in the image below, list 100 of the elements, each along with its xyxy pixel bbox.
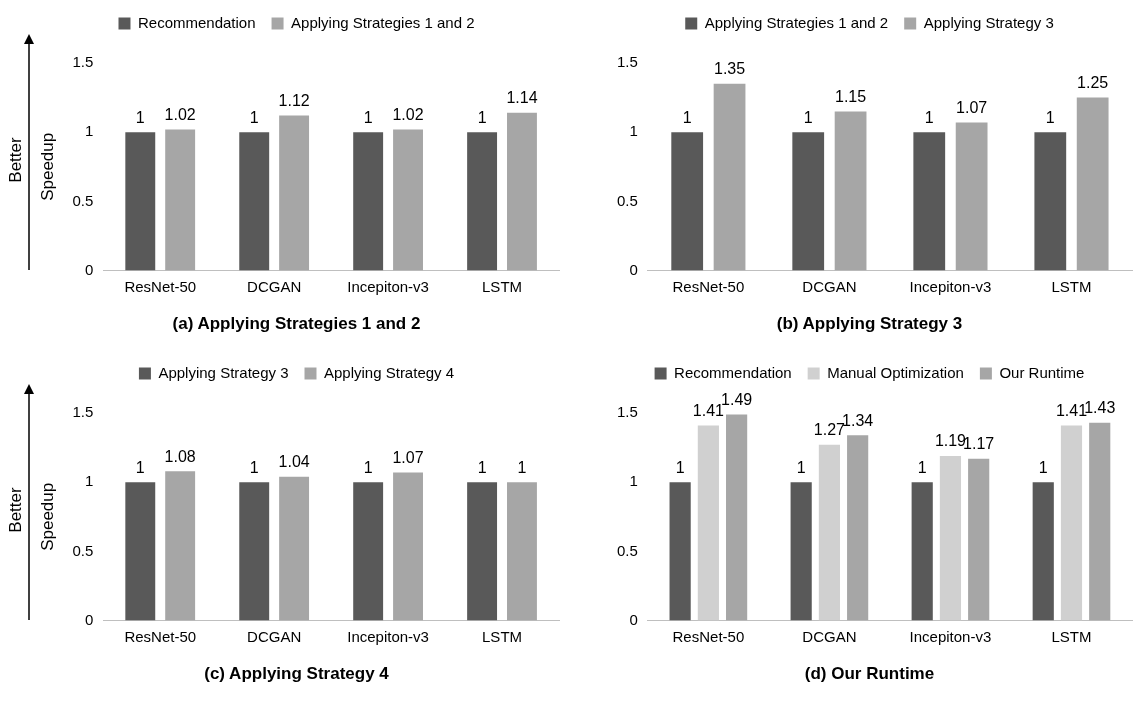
bar [834, 111, 867, 271]
data-label: 1.35 [713, 60, 746, 78]
bar [1032, 482, 1054, 621]
bar [955, 122, 988, 271]
bar [353, 482, 384, 621]
text: (c) Applying Strategy 4 [204, 664, 390, 684]
x-tick-label: LSTM [482, 627, 523, 645]
y-tick-label: 1.5 [616, 403, 638, 421]
legend-label: Applying Strategies 1 and 2 [704, 13, 889, 31]
bar [713, 83, 746, 271]
bar [911, 482, 933, 621]
data-label: 1.07 [392, 448, 424, 466]
text: Better [6, 136, 26, 185]
data-label: 1 [1038, 458, 1048, 476]
legend-label: Manual Optimization [827, 363, 964, 381]
bar [125, 482, 156, 621]
data-label: 1 [796, 458, 806, 476]
y-tick-label: 1.5 [72, 53, 94, 71]
data-label: 1 [917, 458, 927, 476]
data-label: 1.08 [164, 447, 196, 465]
data-label: 1 [675, 458, 685, 476]
data-label: 1 [477, 108, 487, 126]
bar [792, 132, 825, 271]
bar [847, 435, 869, 621]
text: (b) Applying Strategy 3 [776, 314, 963, 334]
bar [507, 482, 537, 621]
bar [671, 132, 704, 271]
bar [1089, 422, 1111, 621]
data-label: 1.04 [278, 453, 310, 471]
legend-label: Applying Strategy 3 [923, 13, 1054, 31]
data-label: 1 [682, 108, 692, 126]
legend-label: Applying Strategies 1 and 2 [291, 13, 475, 31]
x-tick-label: DCGAN [802, 277, 857, 295]
text: Better [6, 486, 26, 535]
x-tick-label: ResNet-50 [672, 627, 745, 645]
bar [913, 132, 946, 271]
bar [697, 425, 719, 621]
data-label: 1.49 [721, 390, 753, 408]
data-label: 1.02 [392, 105, 424, 123]
data-label: 1 [249, 108, 259, 126]
legend-label: Recommendation [674, 363, 792, 381]
data-label: 1.12 [278, 92, 310, 109]
bar [165, 471, 196, 621]
x-tick-label: ResNet-50 [124, 627, 197, 645]
x-tick-label: ResNet-50 [124, 277, 197, 295]
y-tick-label: 1.5 [616, 53, 638, 71]
text: (a) Applying Strategies 1 and 2 [172, 314, 421, 334]
data-label: 1 [803, 108, 813, 126]
y-axis-title: Speedup [37, 482, 57, 551]
bar [467, 482, 498, 621]
bar [1060, 425, 1083, 621]
x-tick-label: DCGAN [247, 277, 302, 295]
y-axis-title: Speedup [37, 132, 57, 201]
x-tick-label: DCGAN [802, 627, 857, 645]
x-tick-label: LSTM [482, 277, 523, 295]
bar [726, 414, 748, 621]
data-label: 1 [363, 458, 373, 476]
legend-label: Applying Strategy 3 [158, 363, 289, 381]
y-tick-label: 0.5 [72, 541, 94, 559]
y-tick-label: 1 [629, 472, 638, 490]
legend-label: Applying Strategy 4 [324, 363, 455, 381]
x-tick-label: ResNet-50 [672, 277, 745, 295]
legend-label: Our Runtime [999, 363, 1085, 381]
data-label: 1 [135, 458, 145, 476]
bar [1034, 132, 1067, 271]
y-tick-label: 1.5 [72, 403, 94, 421]
bar [790, 482, 812, 621]
y-tick-label: 0.5 [616, 191, 638, 209]
data-label: 1 [477, 458, 487, 476]
y-tick-label: 0 [629, 610, 638, 628]
text: (d) Our Runtime [804, 664, 935, 684]
x-tick-label: LSTM [1051, 627, 1092, 645]
y-tick-label: 0 [629, 260, 638, 278]
y-tick-label: 0.5 [616, 541, 638, 559]
y-tick-label: 1 [84, 472, 94, 490]
x-tick-label: Incepiton-v3 [347, 627, 429, 645]
y-tick-label: 0 [84, 610, 94, 628]
bar [669, 482, 691, 621]
bar [1076, 97, 1109, 271]
data-label: 1.14 [506, 89, 538, 107]
y-tick-label: 1 [629, 122, 638, 140]
data-label: 1 [517, 458, 527, 476]
legend-label: Recommendation [137, 13, 256, 31]
data-label: 1.25 [1077, 74, 1109, 92]
y-tick-label: 0.5 [72, 191, 94, 209]
bar [818, 444, 840, 621]
x-tick-label: Incepiton-v3 [347, 277, 429, 295]
data-label: 1 [924, 108, 934, 126]
data-label: 1.34 [842, 411, 874, 429]
bar [393, 472, 423, 621]
x-tick-label: LSTM [1051, 277, 1092, 295]
x-tick-label: Incepiton-v3 [909, 627, 992, 645]
data-label: 1 [1045, 108, 1055, 126]
data-label: 1 [363, 108, 373, 126]
x-tick-label: Incepiton-v3 [909, 277, 992, 295]
y-tick-label: 0 [84, 260, 94, 278]
y-tick-label: 1 [84, 122, 94, 140]
data-label: 1 [249, 458, 259, 476]
data-label: 1.02 [164, 105, 196, 123]
bar [939, 455, 962, 621]
